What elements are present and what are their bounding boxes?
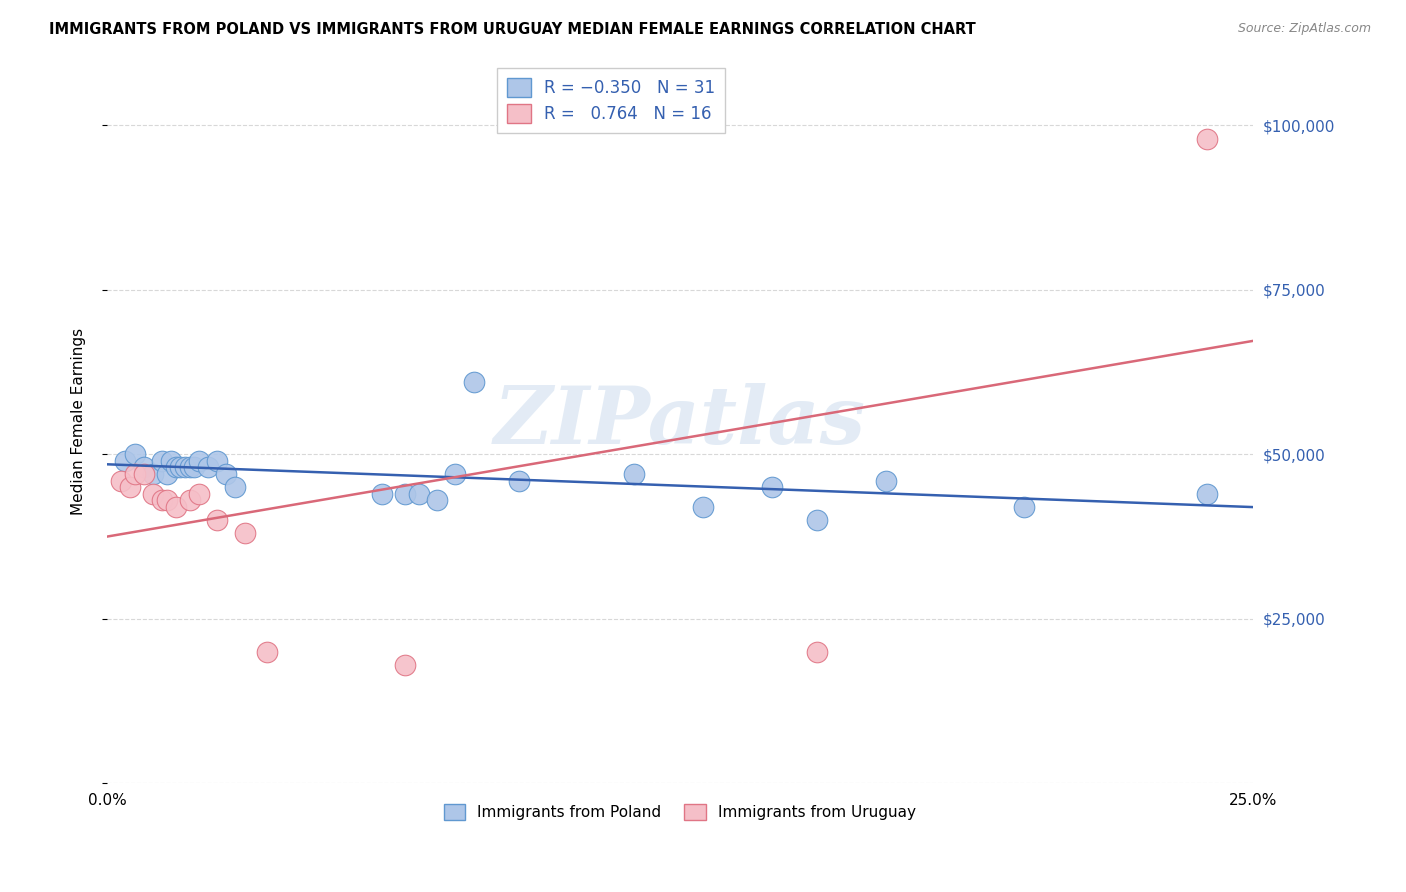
Point — [132, 467, 155, 481]
Point — [187, 486, 209, 500]
Text: ZIPatlas: ZIPatlas — [494, 383, 866, 460]
Point — [114, 454, 136, 468]
Point — [761, 480, 783, 494]
Legend: Immigrants from Poland, Immigrants from Uruguay: Immigrants from Poland, Immigrants from … — [437, 797, 922, 826]
Point — [1195, 486, 1218, 500]
Point — [124, 467, 146, 481]
Point — [205, 513, 228, 527]
Point — [806, 513, 828, 527]
Point — [394, 486, 416, 500]
Point — [508, 474, 530, 488]
Y-axis label: Median Female Earnings: Median Female Earnings — [72, 327, 86, 515]
Point — [256, 644, 278, 658]
Point — [408, 486, 430, 500]
Point — [179, 460, 201, 475]
Point — [444, 467, 467, 481]
Point — [165, 460, 187, 475]
Point — [156, 467, 179, 481]
Point — [371, 486, 394, 500]
Point — [183, 460, 205, 475]
Point — [224, 480, 246, 494]
Point — [179, 493, 201, 508]
Point — [110, 474, 132, 488]
Point — [150, 493, 173, 508]
Text: Source: ZipAtlas.com: Source: ZipAtlas.com — [1237, 22, 1371, 36]
Point — [142, 467, 165, 481]
Point — [165, 500, 187, 514]
Point — [118, 480, 141, 494]
Point — [233, 526, 256, 541]
Point — [623, 467, 645, 481]
Point — [197, 460, 219, 475]
Point — [394, 657, 416, 672]
Point — [875, 474, 897, 488]
Point — [156, 493, 179, 508]
Point — [1012, 500, 1035, 514]
Point — [160, 454, 183, 468]
Point — [806, 644, 828, 658]
Point — [169, 460, 191, 475]
Text: IMMIGRANTS FROM POLAND VS IMMIGRANTS FROM URUGUAY MEDIAN FEMALE EARNINGS CORRELA: IMMIGRANTS FROM POLAND VS IMMIGRANTS FRO… — [49, 22, 976, 37]
Point — [463, 375, 485, 389]
Point — [174, 460, 197, 475]
Point — [124, 447, 146, 461]
Point — [150, 454, 173, 468]
Point — [132, 460, 155, 475]
Point — [692, 500, 714, 514]
Point — [205, 454, 228, 468]
Point — [1195, 131, 1218, 145]
Point — [426, 493, 449, 508]
Point — [215, 467, 238, 481]
Point — [187, 454, 209, 468]
Point — [142, 486, 165, 500]
